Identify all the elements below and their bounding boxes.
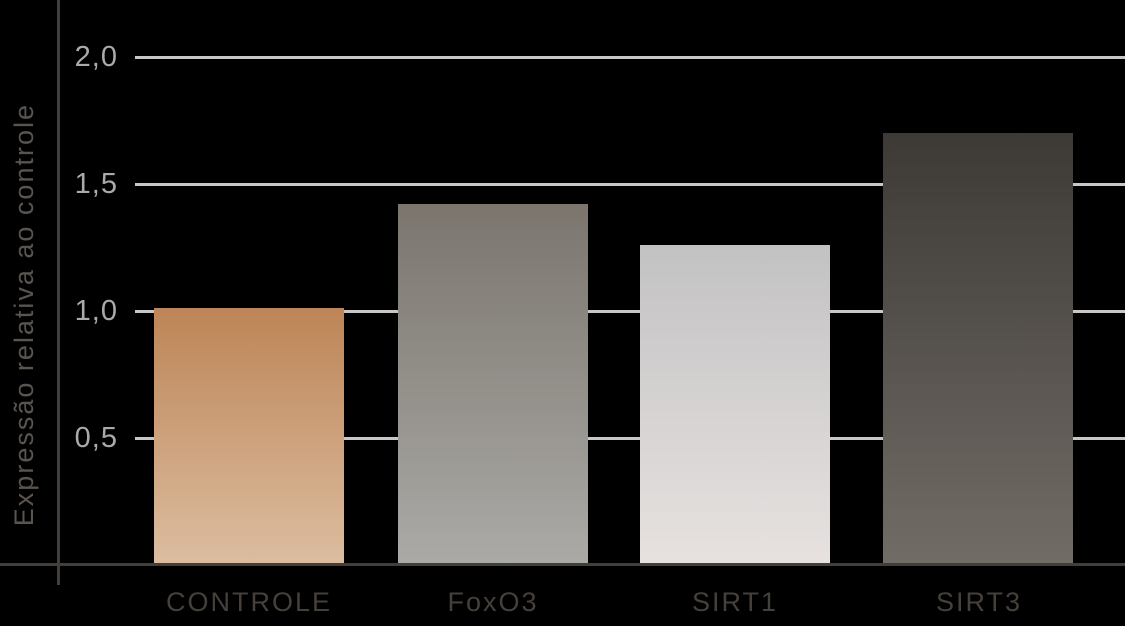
x-axis-label-sirt1: SIRT1 (691, 587, 779, 617)
gridline-2-0 (135, 56, 1125, 59)
gridline-1-5 (135, 183, 1125, 186)
y-tick-label: 0,5 (74, 422, 118, 454)
gridline-1-0 (135, 310, 1125, 313)
x-axis-line (0, 563, 1125, 566)
y-axis-line (57, 0, 60, 585)
x-axis-label-sirt3: SIRT3 (935, 587, 1023, 617)
x-axis-label-controle: CONTROLE (165, 587, 333, 617)
x-axis-label-foxo3: FoxO3 (447, 587, 539, 617)
y-tick-label: 2,0 (74, 41, 118, 73)
bar-foxo3 (398, 204, 588, 565)
y-tick-label: 1,5 (74, 168, 118, 200)
gridline-0-5 (135, 437, 1125, 440)
bar-sirt3 (883, 133, 1073, 565)
bar-controle (154, 308, 344, 565)
y-tick-label: 1,0 (74, 295, 118, 327)
bar-sirt1 (640, 245, 830, 565)
